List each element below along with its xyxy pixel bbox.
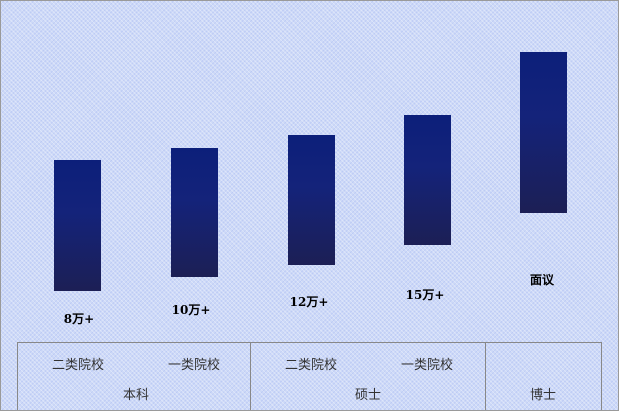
- data-label: 10万+: [171, 303, 211, 317]
- x-tick-label: 一类院校: [400, 358, 454, 373]
- bar: [171, 148, 218, 277]
- data-label: 8万+: [63, 312, 95, 326]
- axis-line: [17, 342, 601, 343]
- x-tick-label: 一类院校: [167, 358, 221, 373]
- axis-divider: [250, 342, 251, 410]
- x-tick-label: 二类院校: [284, 358, 338, 373]
- axis-divider: [485, 342, 486, 410]
- bar: [288, 135, 335, 265]
- x-group-label: 硕士: [354, 388, 382, 403]
- data-label: 面议: [529, 273, 555, 287]
- bar: [404, 115, 451, 245]
- x-group-label: 博士: [529, 388, 557, 403]
- data-label: 12万+: [289, 295, 329, 309]
- bar: [54, 160, 101, 291]
- axis-divider: [17, 342, 18, 410]
- x-group-label: 本科: [122, 388, 150, 403]
- x-tick-label: 二类院校: [51, 358, 105, 373]
- axis-divider: [601, 342, 602, 410]
- bar: [520, 52, 567, 213]
- data-label: 15万+: [405, 288, 445, 302]
